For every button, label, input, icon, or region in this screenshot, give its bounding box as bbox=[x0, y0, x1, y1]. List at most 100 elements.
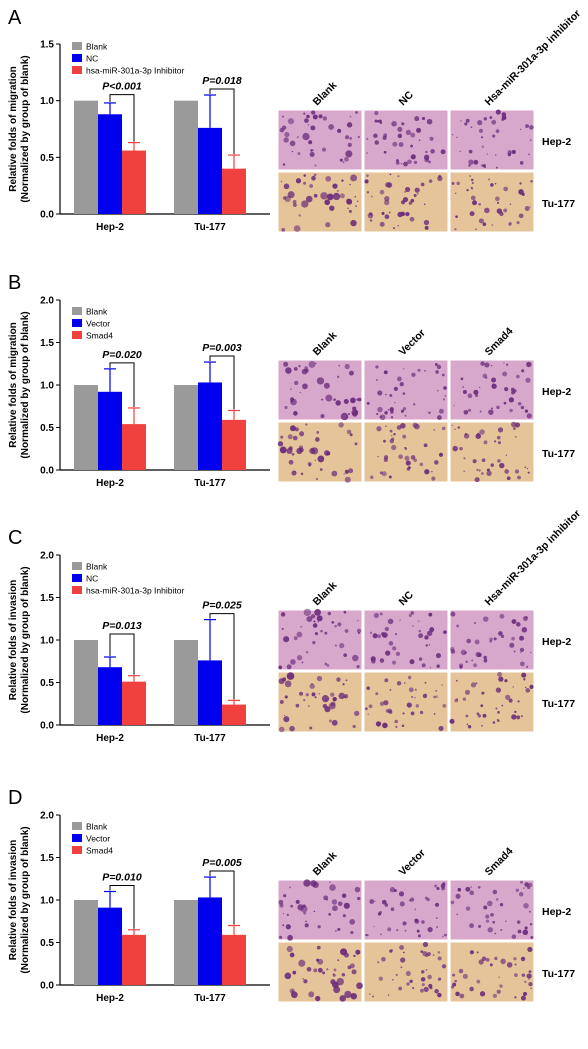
micrograph-cell-blob bbox=[346, 429, 352, 435]
micrograph-cell-blob bbox=[337, 927, 341, 931]
micrograph-cell-blob bbox=[511, 636, 515, 641]
micrograph-cell bbox=[363, 941, 449, 1003]
micrograph-cell-blob bbox=[410, 198, 415, 203]
micrograph-background bbox=[449, 421, 535, 483]
micrograph-cell-blob bbox=[497, 710, 500, 714]
micrograph-cell-blob bbox=[530, 180, 533, 183]
x-tick-label: Tu-177 bbox=[194, 222, 226, 233]
micrograph-cell-blob bbox=[435, 370, 439, 374]
micrograph-cell-blob bbox=[305, 920, 307, 923]
micrograph-cell-blob bbox=[387, 994, 390, 996]
micrograph-cell-blob bbox=[414, 187, 420, 193]
micrograph-cell-blob bbox=[488, 409, 494, 415]
micrograph-cell-blob bbox=[487, 900, 493, 907]
micrograph-cell-blob bbox=[293, 411, 298, 416]
bar-nc-tu-177 bbox=[198, 127, 222, 214]
micrograph-cell-blob bbox=[410, 132, 416, 138]
micrograph-cell-blob bbox=[511, 149, 516, 155]
micrograph-cell-blob bbox=[371, 659, 376, 664]
micrograph-cell-blob bbox=[373, 612, 379, 619]
micrograph-cell-blob bbox=[451, 182, 455, 185]
micrograph-cell-blob bbox=[423, 986, 429, 992]
micrograph-cell-blob bbox=[311, 175, 316, 181]
micrograph-cell-blob bbox=[466, 638, 471, 644]
micrograph-cell-blob bbox=[460, 649, 467, 656]
legend-swatch bbox=[72, 846, 82, 854]
p-value-label: P<0.001 bbox=[102, 81, 142, 93]
micrograph-cell-blob bbox=[490, 364, 493, 367]
micrograph-cell-blob bbox=[499, 984, 503, 988]
legend-swatch bbox=[72, 331, 82, 339]
micrograph-cell-blob bbox=[303, 608, 312, 617]
micrograph-cell-blob bbox=[429, 667, 432, 669]
micrograph-cell-blob bbox=[344, 156, 349, 162]
micrograph-cell-blob bbox=[484, 207, 490, 214]
micrograph-cell-blob bbox=[434, 363, 438, 367]
micrograph-cell-blob bbox=[383, 455, 389, 460]
micrograph-cell-blob bbox=[405, 970, 411, 976]
micrograph-cell-blob bbox=[490, 463, 495, 467]
micrograph-cell-blob bbox=[426, 630, 433, 636]
micrograph-cell-blob bbox=[429, 627, 435, 633]
micrograph-cell-blob bbox=[468, 149, 473, 154]
micrograph-cell-blob bbox=[350, 930, 354, 935]
micrograph-cell-blob bbox=[492, 993, 498, 999]
micrograph-cell-blob bbox=[391, 978, 394, 981]
micrograph-cell-blob bbox=[284, 695, 288, 699]
micrograph-cell-blob bbox=[506, 363, 509, 366]
micrograph-cell-blob bbox=[394, 401, 396, 404]
micrograph-cell-blob bbox=[432, 954, 435, 957]
micrograph-cell-blob bbox=[497, 459, 501, 463]
micrograph-cell-blob bbox=[334, 929, 337, 932]
micrograph-cell-blob bbox=[291, 150, 294, 153]
micrograph-cell-blob bbox=[515, 888, 520, 892]
micrograph-cell-blob bbox=[298, 365, 301, 368]
micrograph-cell-blob bbox=[399, 945, 404, 950]
micrograph-cell-blob bbox=[459, 150, 462, 153]
bar-smad4-tu-177 bbox=[222, 419, 246, 470]
micrograph-cell-blob bbox=[436, 664, 440, 668]
micrograph-cell-blob bbox=[375, 721, 382, 727]
micrograph-cell-blob bbox=[285, 924, 291, 930]
micrograph-cell-blob bbox=[473, 621, 477, 625]
micrograph-cell-blob bbox=[281, 627, 284, 630]
micrograph-cell-blob bbox=[343, 694, 349, 699]
micrograph-cell-blob bbox=[331, 470, 338, 477]
micrograph-cell-blob bbox=[379, 221, 385, 227]
micrograph-cell-blob bbox=[355, 410, 358, 413]
p-value-label: P=0.010 bbox=[102, 872, 142, 884]
micrograph-cell-blob bbox=[394, 719, 398, 724]
micrograph-cell-blob bbox=[356, 628, 362, 634]
micrograph-cell-blob bbox=[530, 651, 532, 654]
micrograph-cell-blob bbox=[508, 397, 514, 403]
y-tick-label: 0.5 bbox=[40, 153, 54, 164]
micrograph-cell-blob bbox=[452, 973, 456, 977]
micrograph-cell-blob bbox=[486, 468, 490, 472]
micrograph-cell-blob bbox=[500, 634, 505, 639]
micrograph-cell-blob bbox=[333, 986, 341, 994]
micrograph-cell-blob bbox=[310, 614, 316, 619]
micrograph-cell-blob bbox=[525, 377, 531, 383]
micrograph-cell-blob bbox=[452, 982, 457, 987]
micrograph-cell-blob bbox=[506, 476, 511, 481]
micrograph-cell-blob bbox=[418, 629, 422, 633]
micrograph-cell-blob bbox=[374, 900, 376, 902]
legend-swatch bbox=[72, 586, 82, 594]
micrograph-cell-blob bbox=[283, 714, 286, 717]
micrograph-cell-blob bbox=[390, 410, 394, 414]
y-tick-label: 1.5 bbox=[40, 593, 54, 604]
micrograph-cell-blob bbox=[295, 899, 300, 904]
micrograph-cell-blob bbox=[331, 719, 338, 726]
micrograph-cell-blob bbox=[335, 400, 341, 406]
micrograph-cell-blob bbox=[407, 675, 412, 680]
micrograph-cell-blob bbox=[308, 464, 311, 467]
x-tick-label: Hep-2 bbox=[96, 222, 124, 233]
micrograph-cell-blob bbox=[352, 406, 357, 411]
micrograph-cell-blob bbox=[406, 982, 410, 986]
micrograph-cell-blob bbox=[299, 447, 304, 453]
micrograph-cell-blob bbox=[511, 714, 517, 720]
micrograph-cell-blob bbox=[471, 181, 474, 185]
micrograph-cell-blob bbox=[390, 434, 393, 437]
micrograph-cell-blob bbox=[343, 610, 347, 614]
p-value-label: P=0.013 bbox=[102, 620, 142, 632]
